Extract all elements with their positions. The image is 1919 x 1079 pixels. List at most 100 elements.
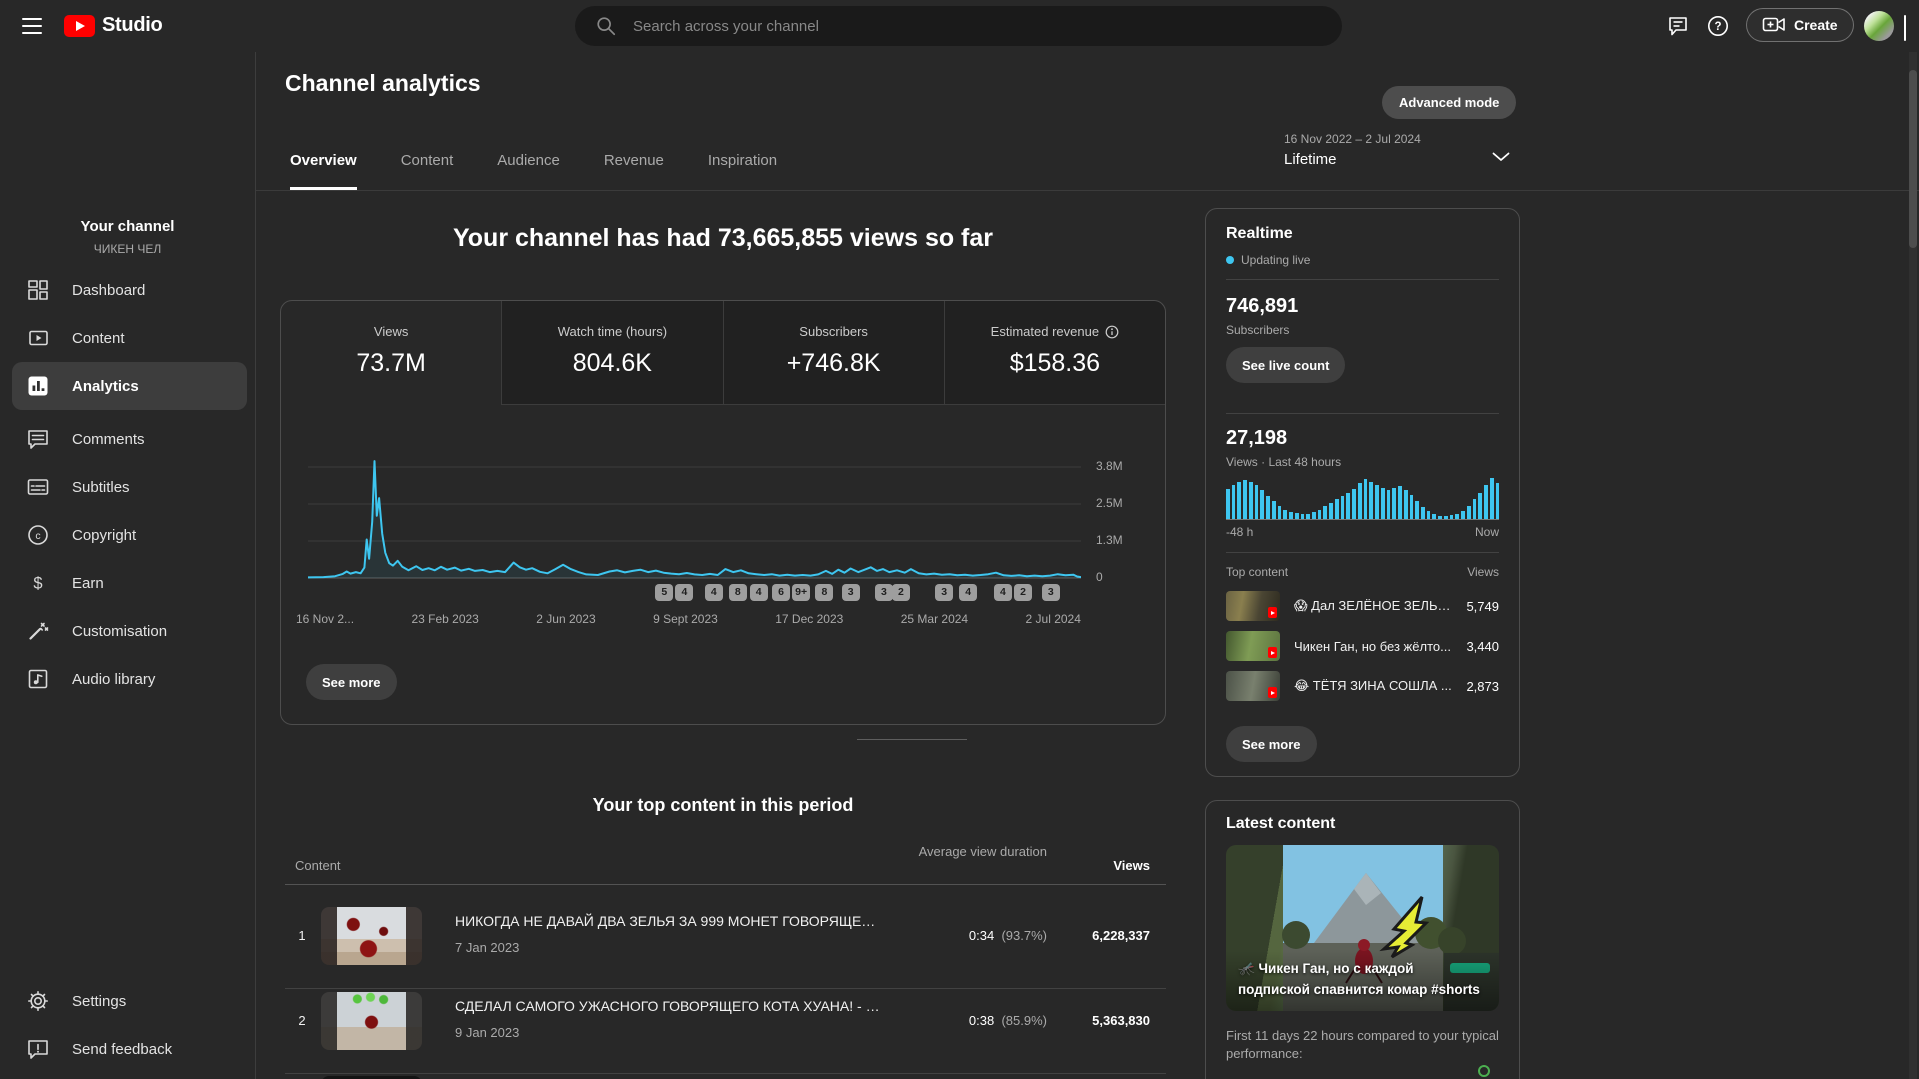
sidebar-item-analytics[interactable]: Analytics (12, 362, 247, 410)
subtitles-icon (26, 475, 50, 499)
realtime-axis: -48 h Now (1226, 525, 1499, 539)
video-marker-row: 5448469+833234423 (281, 584, 1165, 601)
tab-audience[interactable]: Audience (497, 152, 560, 190)
scrollbar-thumb[interactable] (1909, 70, 1917, 248)
metric-tab-subscribers[interactable]: Subscribers +746.8K (723, 301, 944, 405)
sidebar-item-copyright[interactable]: c Copyright (0, 511, 255, 559)
sidebar-item-subtitles[interactable]: Subtitles (0, 463, 255, 511)
comments-icon (26, 427, 50, 451)
divider (1226, 552, 1499, 553)
column-header-avg-view-duration[interactable]: Average view duration (905, 843, 1047, 860)
top-content-heading: Your top content in this period (280, 795, 1166, 816)
views-count: 3,440 (1466, 639, 1499, 654)
sidebar-item-customisation[interactable]: Customisation (0, 607, 255, 655)
realtime-bar (1260, 490, 1264, 519)
hamburger-menu-icon[interactable] (22, 18, 42, 34)
section-divider (857, 739, 967, 740)
table-row-divider (285, 988, 1166, 989)
channel-info[interactable]: Your channel ЧИКЕН ЧЕЛ (0, 218, 255, 256)
video-marker-badge[interactable]: 4 (705, 584, 723, 601)
avg-view-duration-cell: 0:34 (93.7%) (905, 928, 1047, 943)
latest-performance-note: First 11 days 22 hours compared to your … (1226, 1027, 1499, 1063)
realtime-bar (1335, 499, 1339, 519)
sidebar-item-settings[interactable]: Settings (0, 977, 255, 1025)
views-cell: 6,228,337 (1050, 928, 1150, 943)
video-marker-badge[interactable]: 2 (892, 584, 910, 601)
realtime-bar (1278, 506, 1282, 519)
realtime-top-content-item[interactable]: Чикен Ган, но без жёлто... 3,440 (1226, 629, 1499, 663)
tab-inspiration[interactable]: Inspiration (708, 152, 777, 190)
studio-wordmark: Studio (102, 14, 162, 37)
realtime-bar (1346, 493, 1350, 519)
video-marker-badge[interactable]: 4 (675, 584, 693, 601)
avg-view-duration-cell: 0:38 (85.9%) (905, 1013, 1047, 1028)
see-more-button[interactable]: See more (306, 664, 397, 700)
see-live-count-button[interactable]: See live count (1226, 347, 1345, 383)
sidebar-item-send-feedback[interactable]: Send feedback (0, 1025, 255, 1073)
account-avatar[interactable] (1864, 11, 1894, 41)
video-marker-badge[interactable]: 3 (875, 584, 893, 601)
video-marker-badge[interactable]: 4 (994, 584, 1012, 601)
copyright-icon: c (26, 523, 50, 547)
sidebar-item-earn[interactable]: $ Earn (0, 559, 255, 607)
video-marker-badge[interactable]: 6 (772, 584, 790, 601)
feedback-icon[interactable] (1666, 14, 1690, 38)
row-rank: 2 (292, 1013, 312, 1028)
realtime-top-content-item[interactable]: 😂 ТЁТЯ ЗИНА СОШЛА ... 2,873 (1226, 669, 1499, 703)
video-marker-badge[interactable]: 5 (655, 584, 673, 601)
views-count: 2,873 (1466, 679, 1499, 694)
video-title: 😂 ТЁТЯ ЗИНА СОШЛА ... (1294, 678, 1456, 694)
metric-tab-estimated-revenue[interactable]: Estimated revenue $158.36 (944, 301, 1165, 405)
tab-revenue[interactable]: Revenue (604, 152, 664, 190)
analytics-tabs: Overview Content Audience Revenue Inspir… (290, 130, 777, 190)
realtime-bar (1358, 483, 1362, 519)
video-marker-badge[interactable]: 3 (1042, 584, 1060, 601)
video-marker-badge[interactable]: 3 (842, 584, 860, 601)
create-button[interactable]: Create (1746, 8, 1854, 42)
video-title[interactable]: СДЕЛАЛ САМОГО УЖАСНОГО ГОВОРЯЩЕГО КОТА Х… (455, 998, 885, 1014)
column-header-views[interactable]: Views (1050, 858, 1150, 873)
sidebar-item-dashboard[interactable]: Dashboard (0, 266, 255, 314)
video-marker-badge[interactable]: 4 (750, 584, 768, 601)
video-thumbnail[interactable] (321, 992, 422, 1050)
realtime-bar (1295, 513, 1299, 519)
realtime-bar (1421, 507, 1425, 519)
page-title: Channel analytics (285, 70, 481, 97)
realtime-bar (1232, 485, 1236, 519)
realtime-bar (1369, 482, 1373, 519)
sidebar-item-content[interactable]: Content (0, 314, 255, 362)
search-input[interactable] (631, 17, 1342, 36)
settings-gear-icon (26, 989, 50, 1013)
y-axis-tick: 2.5M (1096, 496, 1160, 510)
metric-tab-watch-time[interactable]: Watch time (hours) 804.6K (501, 301, 722, 405)
dashboard-icon (26, 278, 50, 302)
axis-end-label: Now (1475, 525, 1499, 539)
metric-tab-views[interactable]: Views 73.7M (281, 301, 501, 405)
video-marker-badge[interactable]: 3 (935, 584, 953, 601)
realtime-top-content-item[interactable]: 😱 Дал ЗЕЛЁНОЕ ЗЕЛЬЕ... 5,749 (1226, 589, 1499, 623)
help-icon[interactable]: ? (1706, 14, 1730, 38)
video-marker-badge[interactable]: 8 (729, 584, 747, 601)
video-marker-badge[interactable]: 8 (815, 584, 833, 601)
video-marker-badge[interactable]: 4 (959, 584, 977, 601)
latest-video-thumbnail[interactable]: 🦟 Чикен Ган, но с каждой подпиской спавн… (1226, 845, 1499, 1011)
sidebar-item-comments[interactable]: Comments (0, 415, 255, 463)
youtube-studio-logo[interactable]: Studio (64, 14, 162, 37)
video-marker-badge[interactable]: 2 (1014, 584, 1032, 601)
search-bar[interactable] (575, 6, 1342, 46)
advanced-mode-button[interactable]: Advanced mode (1382, 86, 1516, 119)
realtime-bar (1226, 489, 1230, 519)
y-axis-tick: 0 (1096, 570, 1160, 584)
video-title[interactable]: НИКОГДА НЕ ДАВАЙ ДВА ЗЕЛЬЯ ЗА 999 МОНЕТ … (455, 913, 885, 929)
sidebar-item-audio-library[interactable]: Audio library (0, 655, 255, 703)
date-range-selector[interactable]: 16 Nov 2022 – 2 Jul 2024 Lifetime (1284, 132, 1520, 168)
see-more-button[interactable]: See more (1226, 726, 1317, 762)
column-header-content[interactable]: Content (295, 858, 341, 873)
video-marker-badge[interactable]: 9+ (792, 584, 810, 601)
realtime-bar (1266, 496, 1270, 519)
tab-overview[interactable]: Overview (290, 152, 357, 190)
tab-content[interactable]: Content (401, 152, 454, 190)
youtube-play-icon (64, 15, 95, 37)
chevron-down-icon (1492, 152, 1510, 162)
video-thumbnail[interactable] (321, 907, 422, 965)
